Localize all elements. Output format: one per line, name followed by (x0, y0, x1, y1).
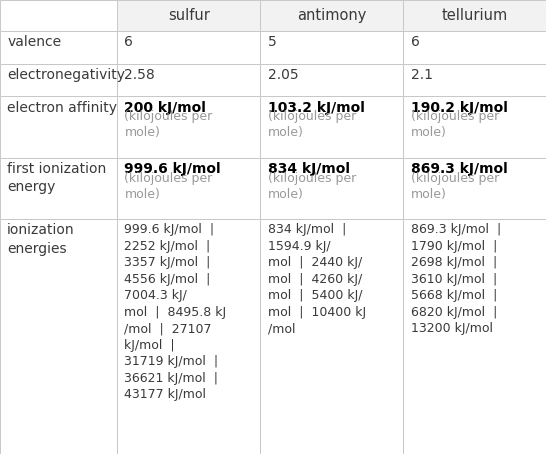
Text: 869.3 kJ/mol  |
1790 kJ/mol  |
2698 kJ/mol  |
3610 kJ/mol  |
5668 kJ/mol  |
6820: 869.3 kJ/mol | 1790 kJ/mol | 2698 kJ/mol… (411, 223, 501, 336)
Text: 2.05: 2.05 (268, 68, 298, 82)
Text: antimony: antimony (297, 8, 367, 23)
Text: 869.3 kJ/mol: 869.3 kJ/mol (411, 162, 507, 176)
Text: 200 kJ/mol: 200 kJ/mol (124, 101, 206, 115)
Bar (260, 0, 403, 31)
Text: 103.2 kJ/mol: 103.2 kJ/mol (268, 101, 364, 115)
Bar (403, 31, 546, 64)
Bar (403, 0, 546, 31)
Bar (260, 219, 403, 454)
Text: (kilojoules per
mole): (kilojoules per mole) (268, 172, 356, 201)
Bar (0, 158, 117, 219)
Text: (kilojoules per
mole): (kilojoules per mole) (411, 110, 499, 139)
Bar (117, 219, 260, 454)
Bar (117, 64, 260, 96)
Bar (0, 219, 117, 454)
Text: (kilojoules per
mole): (kilojoules per mole) (411, 172, 499, 201)
Text: 834 kJ/mol  |
1594.9 kJ/
mol  |  2440 kJ/
mol  |  4260 kJ/
mol  |  5400 kJ/
mol : 834 kJ/mol | 1594.9 kJ/ mol | 2440 kJ/ m… (268, 223, 366, 336)
Bar (403, 219, 546, 454)
Bar (117, 0, 260, 31)
Text: 6: 6 (124, 35, 133, 49)
Text: electronegativity: electronegativity (7, 68, 125, 82)
Bar (403, 96, 546, 158)
Text: 5: 5 (268, 35, 276, 49)
Text: (kilojoules per
mole): (kilojoules per mole) (124, 110, 213, 139)
Bar (260, 64, 403, 96)
Bar (403, 158, 546, 219)
Text: 999.6 kJ/mol  |
2252 kJ/mol  |
3357 kJ/mol  |
4556 kJ/mol  |
7004.3 kJ/
mol  |  : 999.6 kJ/mol | 2252 kJ/mol | 3357 kJ/mol… (124, 223, 227, 401)
Text: first ionization
energy: first ionization energy (7, 162, 106, 194)
Text: (kilojoules per
mole): (kilojoules per mole) (124, 172, 213, 201)
Text: 2.1: 2.1 (411, 68, 432, 82)
Bar (260, 31, 403, 64)
Bar (0, 96, 117, 158)
Bar (260, 96, 403, 158)
Bar (0, 64, 117, 96)
Text: 190.2 kJ/mol: 190.2 kJ/mol (411, 101, 507, 115)
Text: tellurium: tellurium (442, 8, 508, 23)
Text: ionization
energies: ionization energies (7, 223, 75, 256)
Text: electron affinity: electron affinity (7, 101, 117, 115)
Text: 834 kJ/mol: 834 kJ/mol (268, 162, 349, 176)
Text: 999.6 kJ/mol: 999.6 kJ/mol (124, 162, 221, 176)
Text: (kilojoules per
mole): (kilojoules per mole) (268, 110, 356, 139)
Bar (0, 31, 117, 64)
Bar (260, 158, 403, 219)
Bar (117, 31, 260, 64)
Text: 6: 6 (411, 35, 419, 49)
Text: valence: valence (7, 35, 61, 49)
Bar (0, 0, 117, 31)
Bar (117, 158, 260, 219)
Bar (403, 64, 546, 96)
Bar (117, 96, 260, 158)
Text: sulfur: sulfur (168, 8, 210, 23)
Text: 2.58: 2.58 (124, 68, 155, 82)
